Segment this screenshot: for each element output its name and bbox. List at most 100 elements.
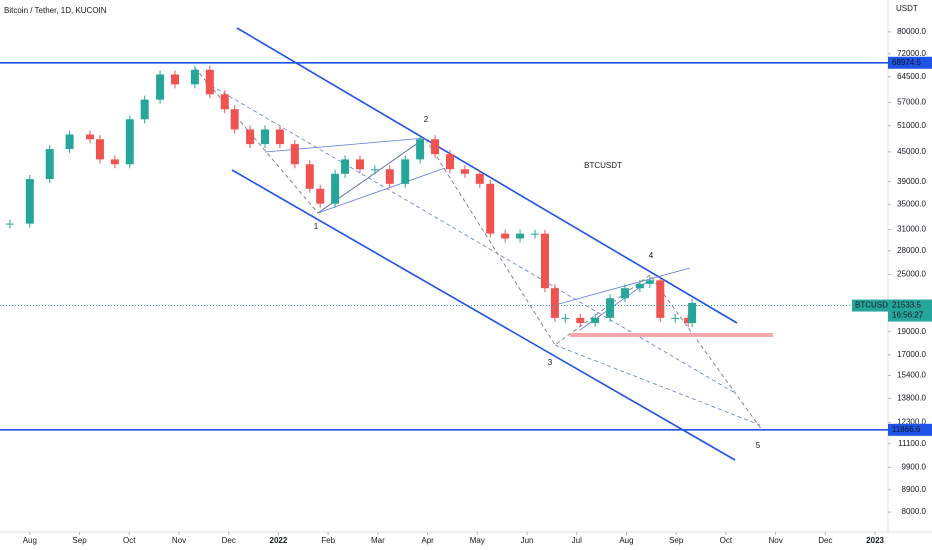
candle-body <box>445 154 454 170</box>
candle-body <box>355 159 364 170</box>
candle-body <box>140 99 149 120</box>
x-tick-label: Dec <box>818 536 832 545</box>
y-tick-label: 39000.0 <box>897 177 926 186</box>
candle-body <box>275 129 284 145</box>
wave-path <box>194 67 763 431</box>
y-tick-label: 8900.0 <box>902 485 927 494</box>
y-tick-label: 28000.0 <box>897 246 926 255</box>
y-tick-label: 45000.0 <box>897 147 926 156</box>
drawings <box>231 27 738 461</box>
candle-body <box>671 317 680 319</box>
candle-body <box>65 134 74 150</box>
candle-body <box>401 159 410 184</box>
y-tick-label: 72000.0 <box>897 49 926 58</box>
candle-body <box>261 129 270 145</box>
candle-body <box>370 169 379 171</box>
candle-body <box>576 317 585 324</box>
currency-label: USDT <box>896 4 918 13</box>
x-tick-label: Oct <box>123 536 136 545</box>
candle-body <box>656 280 665 318</box>
y-tick-label: 80000.0 <box>897 27 926 36</box>
dashed-line <box>204 81 736 394</box>
chart-title: Bitcoin / Tether, 1D, KUCOIN <box>4 6 107 15</box>
x-tick-label: Nov <box>769 536 783 545</box>
candle-body <box>516 233 525 239</box>
candle-body <box>550 288 559 318</box>
candle-body <box>561 317 570 319</box>
candle-body <box>110 159 119 165</box>
candle-body <box>331 173 340 204</box>
x-tick-label: Nov <box>172 536 186 545</box>
x-tick-label: Sep <box>669 536 684 545</box>
y-tick-label: 51000.0 <box>897 121 926 130</box>
candle-body <box>190 69 199 85</box>
wave-path-line <box>194 67 763 431</box>
y-tick-label: 31000.0 <box>897 225 926 234</box>
wedge-line <box>554 267 691 306</box>
wedge-line <box>317 167 446 214</box>
y-tick-label: 17000.0 <box>897 350 926 359</box>
candle-body <box>591 317 600 324</box>
wave-label: 2 <box>424 115 429 124</box>
candle-body <box>156 74 165 100</box>
last-price-label: 21533.5 <box>892 301 921 310</box>
candle-body <box>645 280 654 284</box>
price-tag <box>888 56 932 69</box>
candle-body <box>246 129 255 145</box>
x-tick-label: Jun <box>521 536 534 545</box>
candle-body <box>688 302 697 324</box>
candle-body <box>305 164 314 189</box>
y-tick-label: 64500.0 <box>897 72 926 81</box>
candle-body <box>530 233 539 235</box>
wave-label: 1 <box>314 222 319 231</box>
candle-body <box>205 69 214 95</box>
candle-body <box>431 139 440 155</box>
channel-upper <box>236 27 738 324</box>
candle-body <box>45 149 54 180</box>
last-price-tag <box>888 299 932 322</box>
candle-body <box>5 223 14 225</box>
wave-label: 5 <box>756 441 761 450</box>
y-tick-label: 15400.0 <box>897 371 926 380</box>
channel-lower <box>231 169 736 461</box>
candle-body <box>125 119 134 165</box>
x-tick-label: 2022 <box>270 536 288 545</box>
price-tag <box>888 423 932 436</box>
candle-body <box>171 74 180 85</box>
candle-body <box>460 169 469 174</box>
x-tick-label: Oct <box>720 536 733 545</box>
x-tick-label: Mar <box>371 536 385 545</box>
candle-body <box>475 173 484 184</box>
wave-label: 4 <box>649 251 654 260</box>
y-tick-label: 8000.0 <box>902 507 927 516</box>
candle-body <box>316 188 325 204</box>
candle-body <box>635 283 644 289</box>
candle-body <box>385 169 394 184</box>
x-tick-label: Jul <box>572 536 582 545</box>
x-tick-label: Aug <box>23 536 37 545</box>
symbol-watermark: BTCUSDT <box>584 161 622 170</box>
y-tick-label: 9900.0 <box>902 463 927 472</box>
x-tick-label: Sep <box>72 536 87 545</box>
y-tick-label: 19000.0 <box>897 327 926 336</box>
candle-body <box>220 94 229 110</box>
symbol-tag <box>852 299 888 312</box>
support-zone <box>570 333 773 337</box>
candle-body <box>501 233 510 239</box>
wave-label: 3 <box>548 358 553 367</box>
x-tick-label: May <box>470 536 485 545</box>
y-tick-label: 12300.0 <box>897 417 926 426</box>
y-tick-label: 35000.0 <box>897 199 926 208</box>
x-tick-label: Feb <box>321 536 335 545</box>
symbol-tag-label: BTCUSDT <box>855 301 893 310</box>
x-tick-label: Aug <box>619 536 633 545</box>
candle-body <box>540 233 549 289</box>
candle-body <box>416 139 425 160</box>
candle-body <box>606 298 615 318</box>
y-tick-label: 57000.0 <box>897 98 926 107</box>
x-tick-label: 2023 <box>866 536 884 545</box>
countdown-label: 16:56:27 <box>892 311 924 320</box>
candle-body <box>620 288 629 299</box>
